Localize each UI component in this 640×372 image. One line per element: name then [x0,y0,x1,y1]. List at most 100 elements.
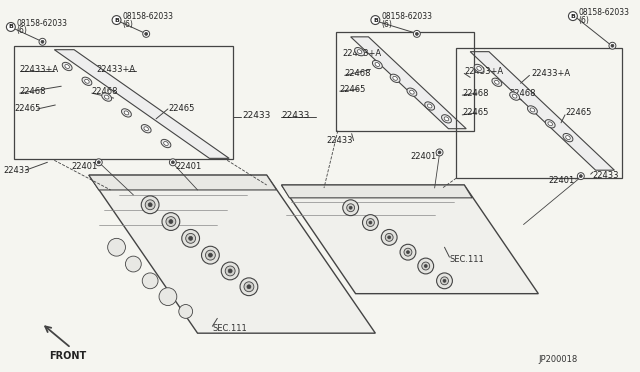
Circle shape [406,251,410,254]
Text: 22401: 22401 [71,162,97,171]
Text: 08158-62033: 08158-62033 [579,8,630,17]
Text: 22465: 22465 [462,108,489,118]
Ellipse shape [410,90,414,94]
Text: 22468: 22468 [20,87,46,96]
Circle shape [205,250,215,260]
Circle shape [141,196,159,214]
Ellipse shape [474,64,484,73]
Text: (6): (6) [381,19,392,29]
Text: 22433: 22433 [282,111,310,121]
Circle shape [438,151,441,154]
Text: 08158-62033: 08158-62033 [17,19,68,28]
Circle shape [41,40,44,43]
Ellipse shape [509,92,520,100]
Circle shape [172,161,174,164]
Text: 22433: 22433 [242,111,270,121]
Ellipse shape [355,48,365,56]
Text: B: B [114,17,119,23]
Circle shape [343,200,358,216]
Ellipse shape [375,62,380,67]
Text: B: B [570,14,575,19]
Circle shape [95,159,102,166]
Ellipse shape [164,142,168,145]
Circle shape [579,174,582,177]
Ellipse shape [141,125,151,133]
Ellipse shape [428,104,432,108]
Text: 22433+A: 22433+A [464,67,504,76]
Circle shape [6,23,15,31]
Text: 22433+A: 22433+A [20,65,59,74]
Circle shape [440,277,449,285]
Circle shape [404,248,412,256]
Text: 22433+A: 22433+A [97,65,136,74]
Circle shape [145,200,155,210]
Text: B: B [8,25,13,29]
Text: 22468: 22468 [462,89,489,97]
Circle shape [362,215,378,230]
Polygon shape [54,50,229,158]
Ellipse shape [545,120,555,128]
Ellipse shape [548,122,552,126]
Circle shape [347,204,355,212]
Circle shape [169,219,173,224]
Circle shape [202,246,220,264]
Ellipse shape [492,78,502,86]
Polygon shape [351,37,466,129]
Ellipse shape [530,108,534,112]
Ellipse shape [477,67,481,70]
Ellipse shape [82,77,92,86]
Circle shape [189,236,193,240]
Circle shape [97,161,100,164]
Circle shape [112,16,121,25]
Circle shape [209,253,212,257]
Text: 22433: 22433 [593,171,619,180]
Ellipse shape [442,115,451,123]
Ellipse shape [563,134,573,142]
Text: 22433+A: 22433+A [343,49,382,58]
Circle shape [162,213,180,230]
Circle shape [166,217,176,227]
Circle shape [228,269,232,273]
Text: 22465: 22465 [565,108,591,118]
Circle shape [436,149,443,156]
Circle shape [443,279,446,282]
Ellipse shape [161,140,171,148]
Text: (6): (6) [579,16,589,25]
Circle shape [170,159,176,166]
Text: JP200018: JP200018 [538,355,577,364]
Circle shape [225,266,235,276]
Text: FRONT: FRONT [49,351,86,361]
Ellipse shape [122,109,131,117]
Circle shape [388,236,390,239]
Text: 22465: 22465 [15,105,41,113]
Circle shape [568,12,577,20]
Text: B: B [373,17,378,23]
Circle shape [145,32,148,35]
Ellipse shape [144,127,148,131]
Ellipse shape [393,76,397,80]
Text: 22433: 22433 [3,166,29,175]
Circle shape [371,16,380,25]
Circle shape [424,264,428,267]
Bar [336,32,474,131]
Circle shape [381,230,397,245]
Ellipse shape [84,79,89,83]
Bar [14,46,233,159]
Ellipse shape [444,117,449,121]
Text: 08158-62033: 08158-62033 [381,12,432,20]
Circle shape [436,273,452,289]
Ellipse shape [124,111,129,115]
Circle shape [182,230,200,247]
Text: 22465: 22465 [168,105,195,113]
Polygon shape [89,175,276,190]
Text: SEC.111: SEC.111 [449,254,484,264]
Ellipse shape [372,60,382,69]
Circle shape [179,305,193,318]
Text: 22401: 22401 [548,176,575,185]
Circle shape [609,42,616,49]
Circle shape [159,288,177,305]
Ellipse shape [407,88,417,96]
Ellipse shape [102,93,111,101]
Text: 22433+A: 22433+A [531,69,570,78]
Circle shape [418,258,434,274]
